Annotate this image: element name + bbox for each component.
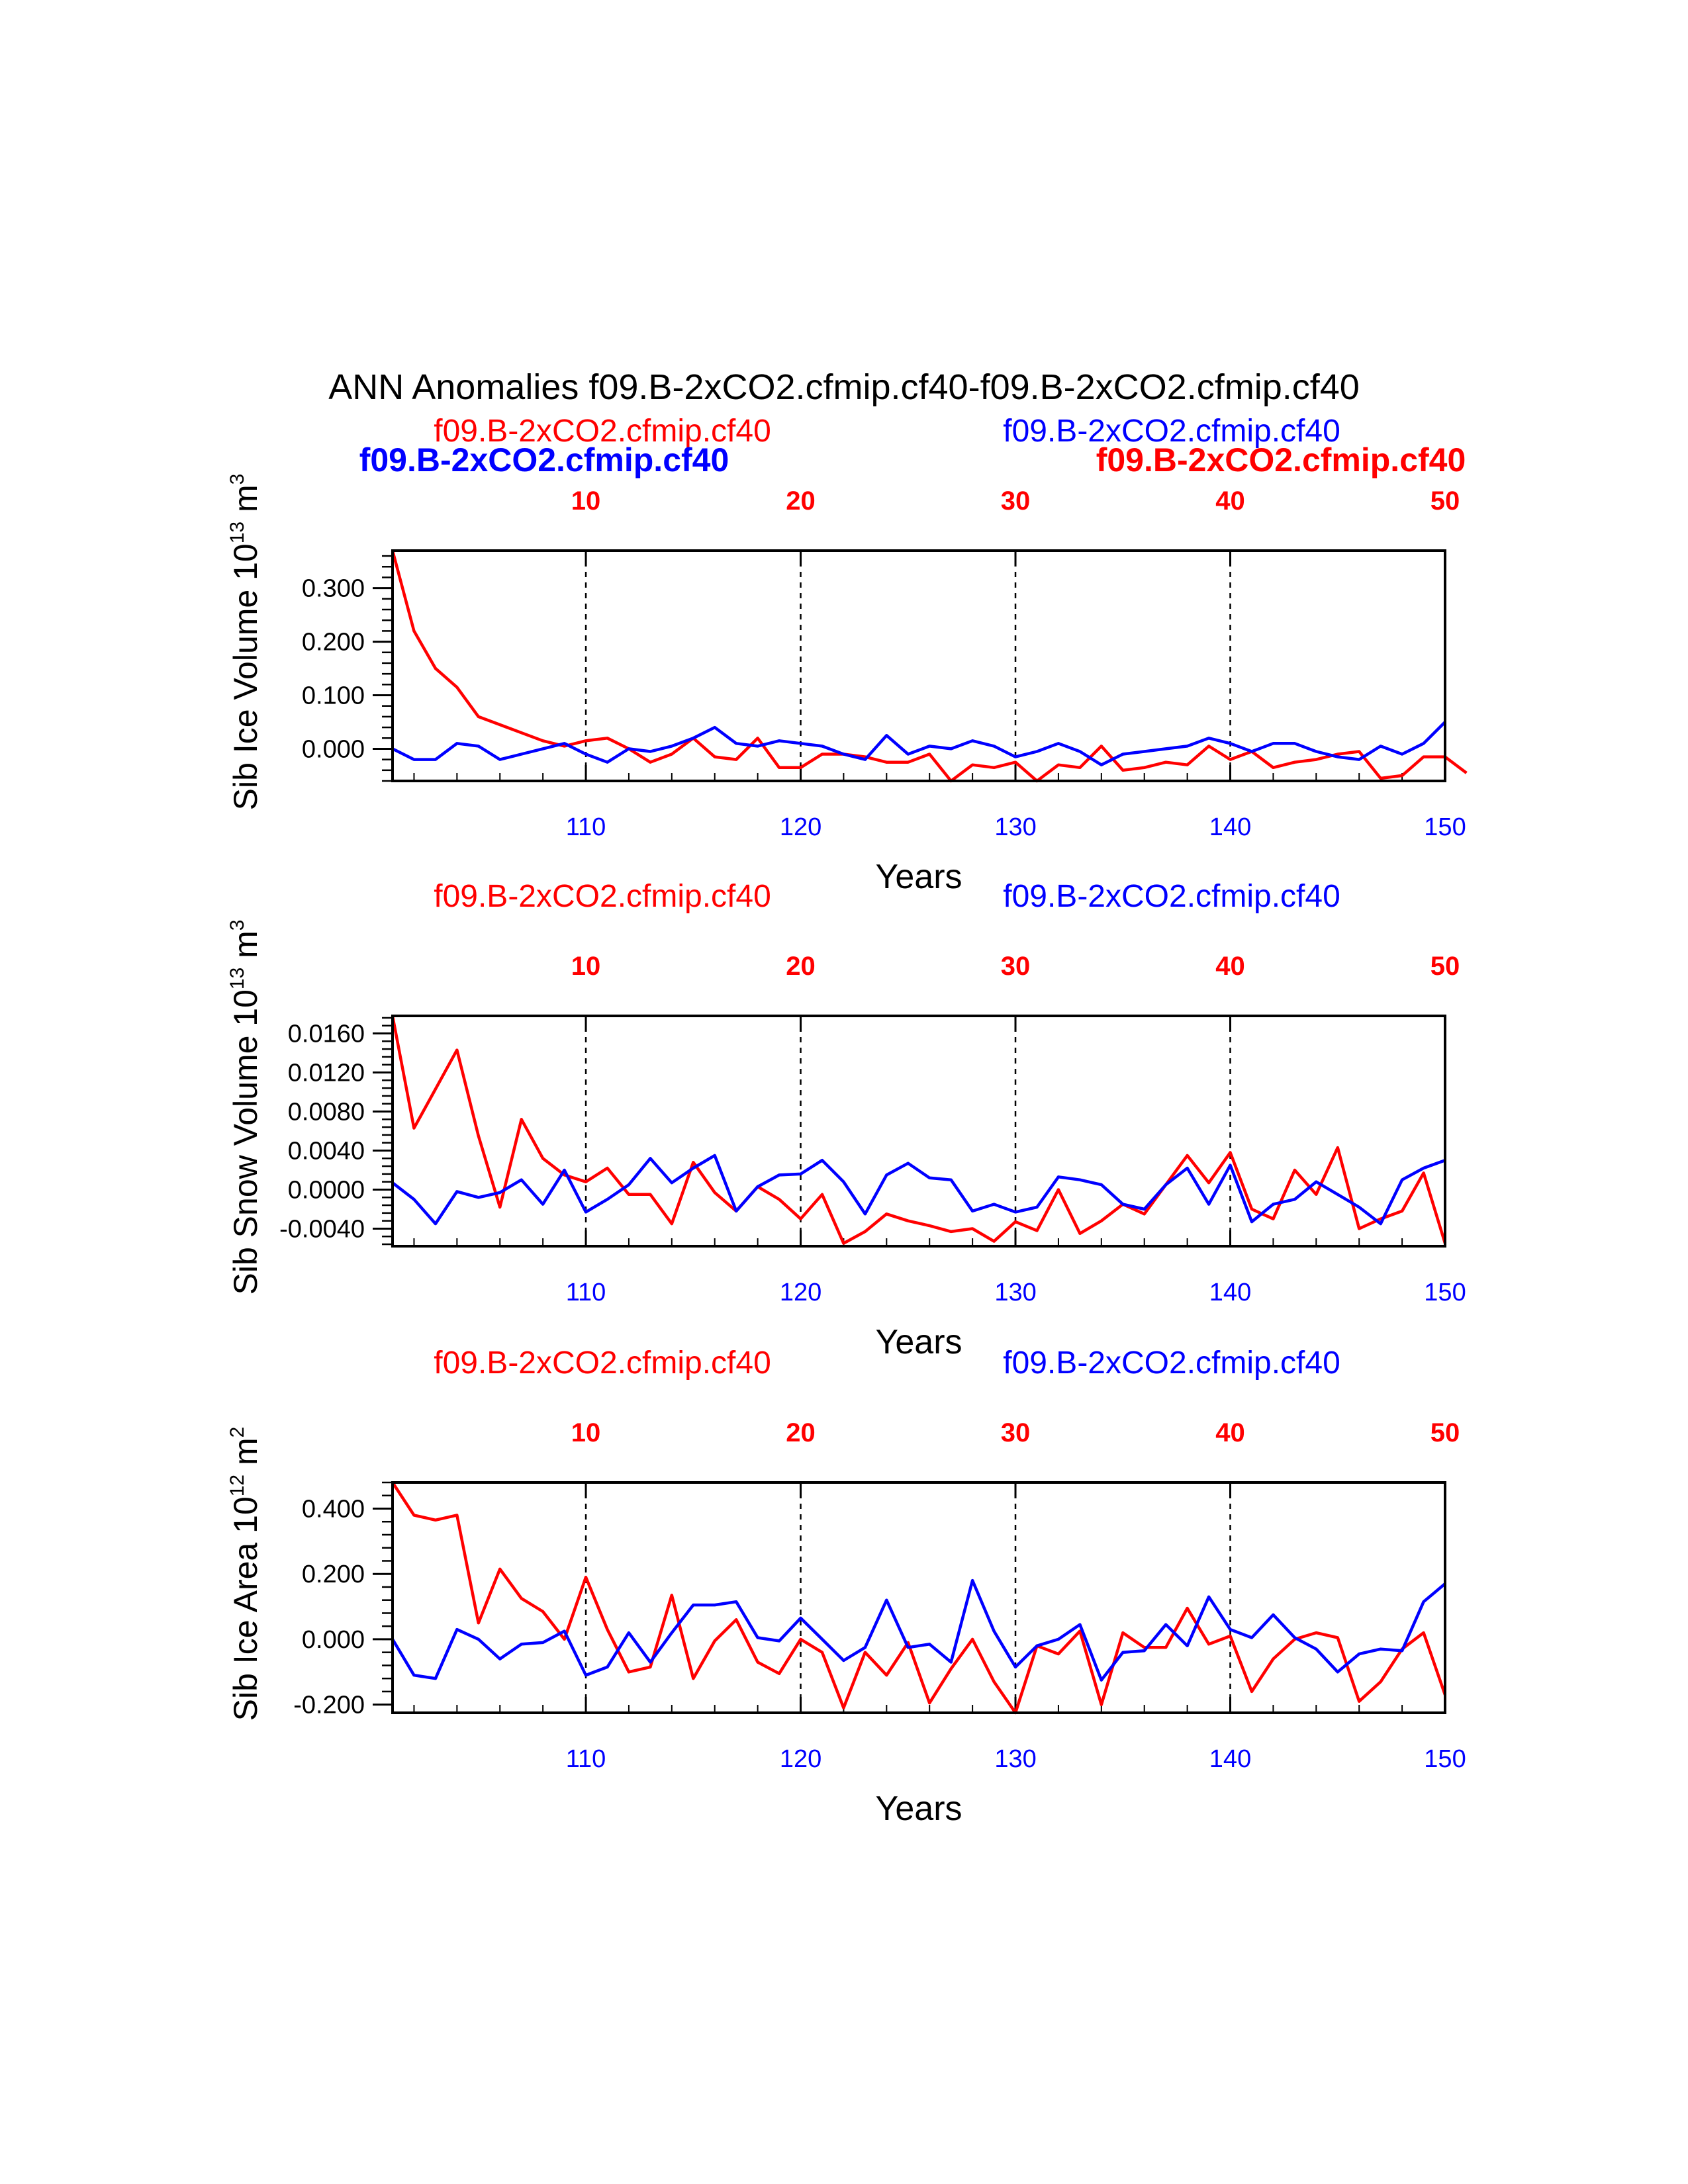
y-tick-label: 0.000 <box>302 1626 365 1654</box>
y-tick-label: 0.300 <box>302 575 365 603</box>
top-x-tick-label: 30 <box>1001 486 1031 516</box>
top-x-tick-label: 20 <box>786 952 816 981</box>
top-x-tick-label: 50 <box>1430 952 1460 981</box>
y-axis-title-unit-exponent: 2 <box>226 1427 248 1438</box>
top-x-tick-label: 30 <box>1001 1418 1031 1447</box>
x-tick-label: 110 <box>566 813 606 841</box>
case-label-right: f09.B-2xCO2.cfmip.cf40 <box>1003 879 1340 914</box>
series-line-red <box>391 550 1468 783</box>
x-tick-label: 110 <box>566 1745 606 1773</box>
panel-3: -0.200 0.000 0.200 0.400 110 120 130 140 150 10 20… <box>226 1345 1466 1828</box>
top-x-tick-label: 30 <box>1001 952 1031 981</box>
plot-frame <box>391 549 1446 782</box>
figure-title: ANN Anomalies f09.B-2xCO2.cfmip.cf40-f09… <box>328 367 1360 407</box>
x-tick-label: 140 <box>1209 813 1251 841</box>
case-label-right-bold: f09.B-2xCO2.cfmip.cf40 <box>1096 441 1466 478</box>
y-tick-label: 0.0120 <box>288 1060 365 1087</box>
x-tick-label: 120 <box>780 813 821 841</box>
x-axis-title: Years <box>875 1790 962 1828</box>
y-tick-label: 0.400 <box>302 1495 365 1523</box>
y-axis-title-exponent: 13 <box>226 522 248 543</box>
case-label-left: f09.B-2xCO2.cfmip.cf40 <box>434 414 771 449</box>
top-x-tick-label: 10 <box>571 486 601 516</box>
y-axis-title-unit: m <box>227 931 264 968</box>
x-tick-label: 130 <box>994 1279 1036 1306</box>
case-label-right: f09.B-2xCO2.cfmip.cf40 <box>1003 414 1340 449</box>
panel-1: 0.000 0.100 0.200 0.300 110 120 130 140 150 10 20 3… <box>226 414 1468 896</box>
y-tick-label: 0.0000 <box>288 1176 365 1204</box>
y-axis-title-unit-exponent: 3 <box>226 919 248 931</box>
case-label-left-bold: f09.B-2xCO2.cfmip.cf40 <box>359 441 729 478</box>
y-tick-label: -0.200 <box>293 1692 365 1719</box>
y-tick-label: 0.200 <box>302 629 365 657</box>
y-tick-label: 0.0160 <box>288 1021 365 1048</box>
series-line-blue <box>391 1154 1446 1226</box>
plot-frame <box>391 1015 1446 1248</box>
x-tick-label: 140 <box>1209 1745 1251 1773</box>
y-axis-title-text: Sib Ice Area 10 <box>227 1496 264 1721</box>
case-label-right: f09.B-2xCO2.cfmip.cf40 <box>1003 1345 1340 1381</box>
y-tick-label: 0.200 <box>302 1561 365 1588</box>
y-axis-title-unit-exponent: 3 <box>226 474 248 485</box>
y-axis-title-unit: m <box>227 1437 264 1475</box>
case-label-left: f09.B-2xCO2.cfmip.cf40 <box>434 1345 771 1381</box>
top-x-tick-label: 40 <box>1215 486 1245 516</box>
top-x-tick-label: 10 <box>571 1418 601 1447</box>
x-tick-label: 120 <box>780 1745 821 1773</box>
panels-group: 0.000 0.100 0.200 0.300 110 120 130 140 150 10 20 3… <box>226 414 1468 1828</box>
x-axis-title: Years <box>875 1323 962 1361</box>
y-tick-label: -0.0040 <box>279 1215 365 1243</box>
y-axis-title: Sib Ice Volume 1013 m3 <box>226 474 264 811</box>
x-tick-label: 110 <box>566 1279 606 1306</box>
top-x-tick-label: 20 <box>786 486 816 516</box>
series-line-red <box>391 1481 1447 1715</box>
case-label-left: f09.B-2xCO2.cfmip.cf40 <box>434 879 771 914</box>
y-tick-label: 0.100 <box>302 682 365 710</box>
top-x-tick-label: 40 <box>1215 1418 1245 1447</box>
y-axis-title: Sib Snow Volume 1013 m3 <box>226 919 264 1295</box>
top-x-tick-label: 20 <box>786 1418 816 1447</box>
x-tick-label: 130 <box>994 813 1036 841</box>
series-line-blue <box>391 1578 1446 1682</box>
top-x-tick-label: 10 <box>571 952 601 981</box>
x-tick-label: 130 <box>994 1745 1036 1773</box>
series-line-blue <box>391 721 1446 766</box>
y-tick-label: 0.0080 <box>288 1099 365 1126</box>
top-x-tick-label: 50 <box>1430 1418 1460 1447</box>
y-tick-label: 0.0040 <box>288 1137 365 1165</box>
y-axis-title-text: Sib Ice Volume 10 <box>227 543 264 810</box>
panel-2: -0.0040 0.0000 0.0040 0.0080 0.0120 0.0160 110… <box>226 879 1466 1361</box>
x-tick-label: 150 <box>1424 1279 1466 1306</box>
y-axis-title-exponent: 13 <box>226 968 248 989</box>
x-axis-title: Years <box>875 858 962 896</box>
x-tick-label: 150 <box>1424 1745 1466 1773</box>
top-x-tick-label: 50 <box>1430 486 1460 516</box>
y-axis-title-exponent: 12 <box>226 1475 248 1496</box>
x-tick-label: 150 <box>1424 813 1466 841</box>
y-axis-title-unit: m <box>227 484 264 522</box>
y-axis-title: Sib Ice Area 1012 m2 <box>226 1427 264 1721</box>
x-tick-label: 120 <box>780 1279 821 1306</box>
y-axis-title-text: Sib Snow Volume 10 <box>227 989 264 1295</box>
x-tick-label: 140 <box>1209 1279 1251 1306</box>
plot-frame <box>391 1481 1446 1714</box>
y-tick-label: 0.000 <box>302 735 365 763</box>
top-x-tick-label: 40 <box>1215 952 1245 981</box>
